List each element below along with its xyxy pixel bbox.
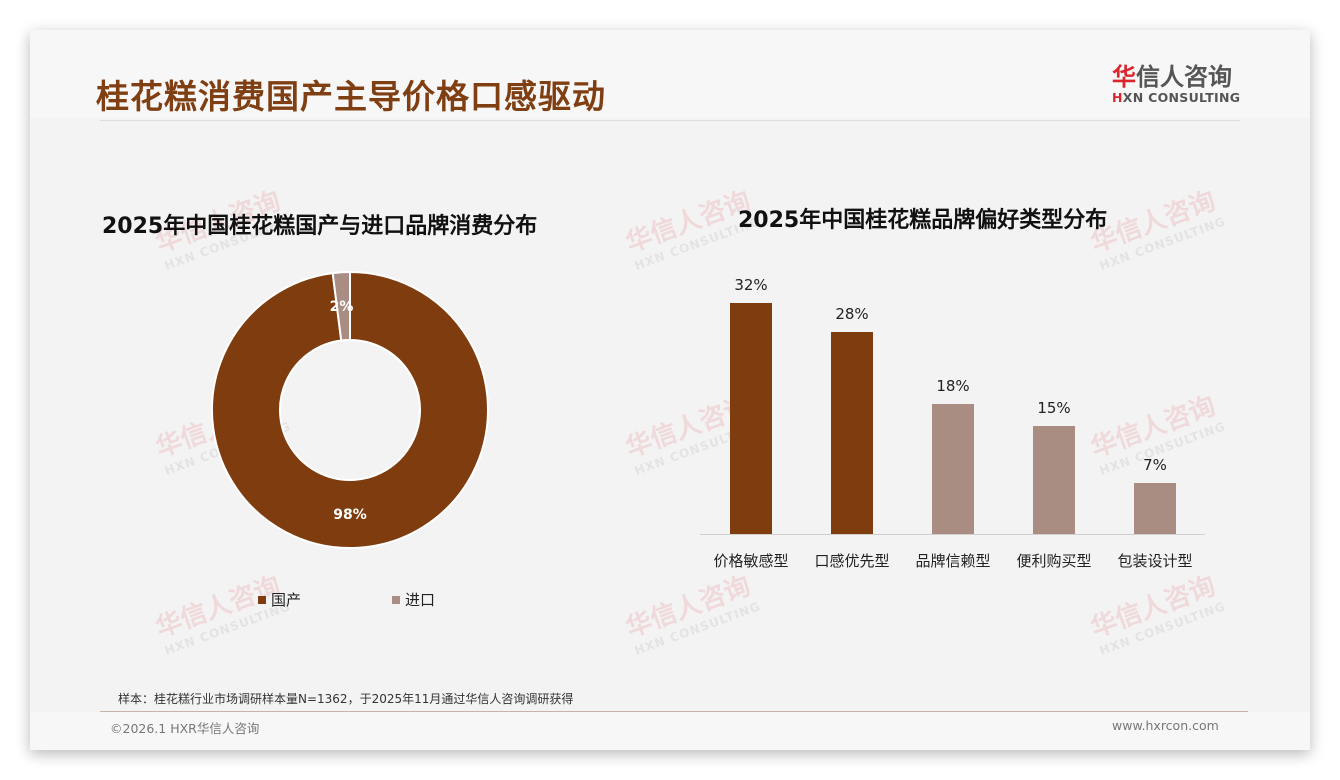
bar-0 bbox=[730, 303, 772, 534]
donut-slice-1 bbox=[331, 270, 351, 342]
bar-chart: 32% 价格敏感型 28% 口感优先型 18% 品牌信赖型 15% 便利购买型 7% 包装设计型 bbox=[700, 260, 1210, 580]
bar-category-label: 品牌信赖型 bbox=[915, 552, 991, 570]
brand-logo: 华信人咨询 HXN CONSULTING bbox=[1112, 63, 1242, 105]
bar-value-label: 28% bbox=[835, 304, 869, 323]
donut-label-1: 2% bbox=[330, 299, 354, 315]
bar-value-label: 18% bbox=[936, 377, 970, 396]
legend-label-domestic: 国产 bbox=[271, 591, 302, 609]
donut-chart-svg: 98% 2% bbox=[211, 270, 489, 549]
bar-value-label: 32% bbox=[734, 276, 768, 294]
slide: 桂花糕消费国产主导价格口感驱动 华信人咨询 HXN CONSULTING 华信人… bbox=[30, 30, 1310, 750]
legend-item-domestic: 国产 bbox=[258, 589, 301, 610]
logo-en-rest: XN CONSULTING bbox=[1122, 90, 1241, 105]
bar-category-label: 口感优先型 bbox=[814, 552, 890, 570]
bar-chart-title: 2025年中国桂花糕品牌偏好类型分布 bbox=[738, 208, 1108, 233]
donut-chart: 98% 2% bbox=[210, 270, 490, 550]
legend-swatch-domestic bbox=[258, 595, 266, 604]
legend-swatch-import bbox=[392, 595, 400, 604]
logo-en-first: H bbox=[1112, 90, 1123, 105]
bar-3 bbox=[1033, 425, 1075, 534]
bar-chart-baseline bbox=[700, 534, 1205, 535]
donut-chart-title: 2025年中国桂花糕国产与进口品牌消费分布 bbox=[102, 214, 538, 239]
legend-label-import: 进口 bbox=[405, 591, 436, 609]
logo-cn-rest: 信人咨询 bbox=[1136, 63, 1232, 91]
donut-label-0: 98% bbox=[333, 507, 367, 523]
bar-category-label: 包装设计型 bbox=[1117, 552, 1193, 570]
bar-2 bbox=[932, 404, 974, 534]
footer-band bbox=[30, 712, 1310, 750]
sample-note: 样本：桂花糕行业市场调研样本量N=1362，于2025年11月通过华信人咨询调研… bbox=[118, 692, 574, 706]
legend-item-import: 进口 bbox=[392, 589, 435, 610]
header-divider bbox=[100, 120, 1240, 121]
bar-value-label: 15% bbox=[1037, 398, 1071, 417]
copyright-text: ©2026.1 HXR华信人咨询 bbox=[110, 721, 260, 736]
bar-category-label: 便利购买型 bbox=[1016, 552, 1092, 570]
website-link[interactable]: www.hxrcon.com bbox=[1112, 718, 1219, 733]
bar-1 bbox=[831, 331, 873, 534]
page-title: 桂花糕消费国产主导价格口感驱动 bbox=[96, 77, 606, 116]
donut-slice-0 bbox=[211, 270, 489, 549]
bar-category-label: 价格敏感型 bbox=[713, 552, 789, 570]
bar-4 bbox=[1134, 483, 1176, 534]
header-band bbox=[30, 30, 1310, 118]
logo-cn-first: 华 bbox=[1112, 63, 1136, 91]
bar-value-label: 7% bbox=[1143, 456, 1167, 475]
footer-divider bbox=[100, 711, 1248, 712]
